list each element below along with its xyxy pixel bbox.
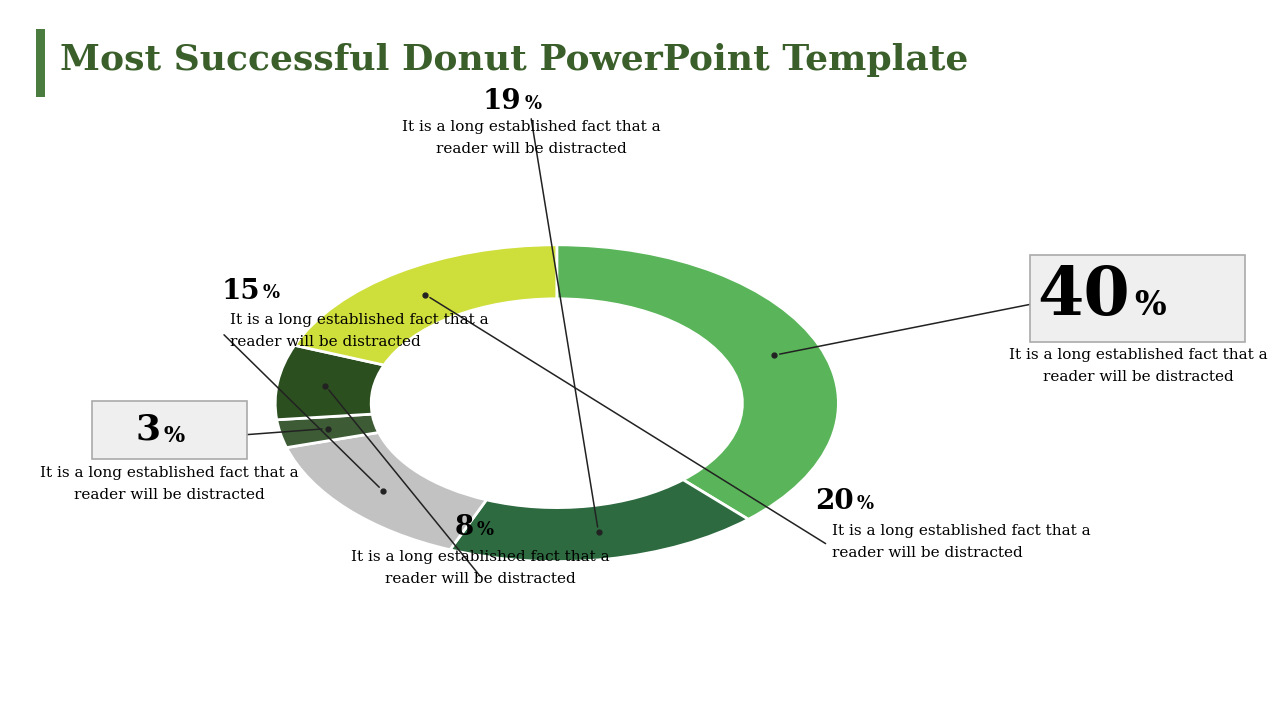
Text: It is a long established fact that a
reader will be distracted: It is a long established fact that a rea… xyxy=(351,550,609,586)
Text: %: % xyxy=(262,284,279,302)
Text: 20: 20 xyxy=(815,488,854,515)
Wedge shape xyxy=(275,346,384,420)
FancyBboxPatch shape xyxy=(1030,255,1245,342)
Wedge shape xyxy=(276,414,379,448)
Text: %: % xyxy=(476,521,493,539)
Wedge shape xyxy=(451,480,749,562)
Bar xyxy=(36,29,45,97)
Text: %: % xyxy=(525,95,541,113)
Text: 15: 15 xyxy=(221,277,260,305)
Wedge shape xyxy=(294,245,557,365)
Text: 19: 19 xyxy=(483,89,521,115)
Wedge shape xyxy=(557,245,838,519)
Text: It is a long established fact that a
reader will be distracted: It is a long established fact that a rea… xyxy=(402,120,660,156)
Text: 3: 3 xyxy=(136,412,161,446)
FancyBboxPatch shape xyxy=(92,401,247,459)
Text: %: % xyxy=(1134,289,1166,322)
Text: 8: 8 xyxy=(454,514,474,541)
Text: 40: 40 xyxy=(1037,264,1130,329)
Text: %: % xyxy=(164,425,184,447)
Text: %: % xyxy=(856,495,873,513)
Wedge shape xyxy=(287,433,486,550)
Text: It is a long established fact that a
reader will be distracted: It is a long established fact that a rea… xyxy=(230,313,489,349)
Text: It is a long established fact that a
reader will be distracted: It is a long established fact that a rea… xyxy=(1009,348,1267,384)
Text: It is a long established fact that a
reader will be distracted: It is a long established fact that a rea… xyxy=(40,466,300,502)
Text: It is a long established fact that a
reader will be distracted: It is a long established fact that a rea… xyxy=(832,524,1091,560)
Text: Most Successful Donut PowerPoint Template: Most Successful Donut PowerPoint Templat… xyxy=(60,43,969,78)
